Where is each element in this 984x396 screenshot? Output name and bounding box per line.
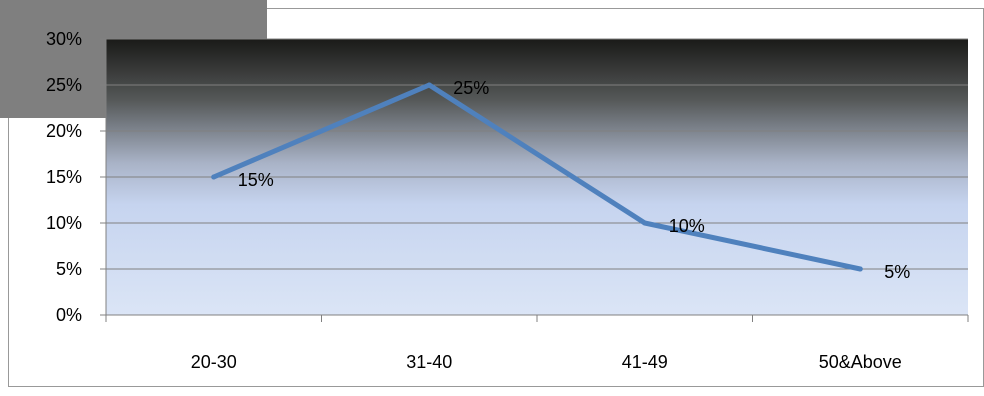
series-line-group	[211, 82, 863, 272]
y-tick-label: 10%	[46, 213, 82, 233]
data-point	[857, 266, 863, 272]
y-tick-label: 15%	[46, 167, 82, 187]
x-tick-label: 41-49	[622, 352, 668, 372]
x-tick-label: 20-30	[191, 352, 237, 372]
x-tick-label: 50&Above	[819, 352, 902, 372]
data-point	[642, 220, 648, 226]
y-tick-label: 20%	[46, 121, 82, 141]
data-point	[426, 82, 432, 88]
y-tick-label: 30%	[46, 29, 82, 49]
x-axis-tick-labels: 20-30 31-40 41-49 50&Above	[191, 352, 902, 372]
x-tick-label: 31-40	[406, 352, 452, 372]
data-label: 10%	[669, 216, 705, 236]
data-label: 15%	[238, 170, 274, 190]
data-label: 5%	[884, 262, 910, 282]
data-label: 25%	[453, 78, 489, 98]
series-line	[211, 82, 863, 272]
y-tick-label: 0%	[56, 305, 82, 325]
data-labels: 15% 25% 10% 5%	[238, 78, 911, 282]
y-axis-tick-labels: 0% 5% 10% 15% 20% 25% 30%	[46, 29, 82, 325]
gridlines	[100, 38, 968, 270]
y-tick-label: 5%	[56, 259, 82, 279]
y-tick-label: 25%	[46, 75, 82, 95]
axes	[100, 39, 969, 322]
data-point	[211, 174, 217, 180]
